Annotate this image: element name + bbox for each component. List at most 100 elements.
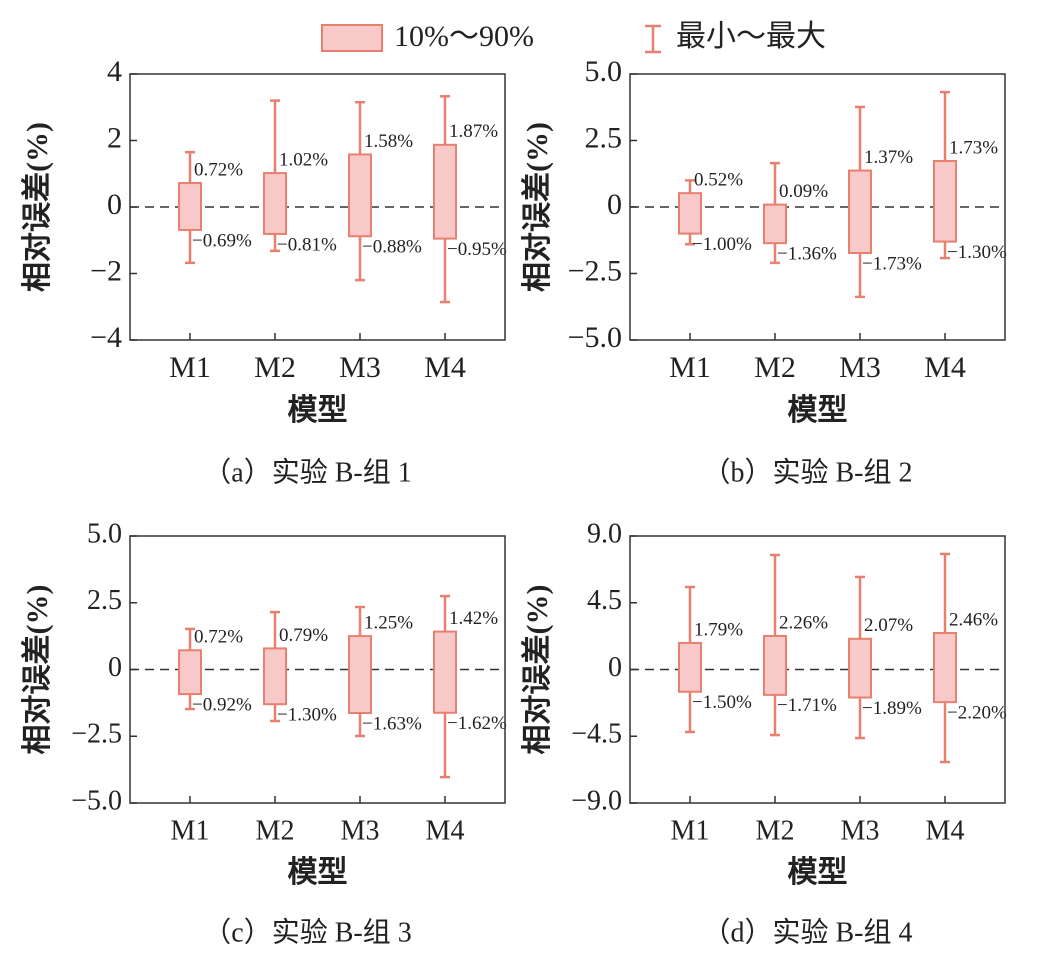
y-axis-label: 相对误差(%) [21, 585, 54, 755]
value-label-upper: 2.46% [949, 609, 998, 630]
value-label-lower: −0.81% [277, 234, 337, 255]
x-tick-label: M1 [169, 351, 211, 384]
y-tick-label: 0 [607, 188, 622, 221]
y-tick-label: 0 [108, 652, 122, 683]
box [263, 647, 287, 706]
y-tick-label: −2.5 [568, 254, 622, 287]
x-axis-label: 模型 [288, 394, 348, 427]
caption: （d）实验 B-组 4 [702, 916, 912, 948]
legend-whisker-icon [645, 24, 661, 54]
value-label-upper: 1.87% [449, 121, 498, 142]
y-axis-label: 相对误差(%) [521, 122, 554, 292]
value-label-upper: 0.52% [694, 170, 743, 191]
x-tick-label: M4 [424, 351, 466, 384]
y-tick-label: 2 [107, 121, 122, 154]
value-label-upper: 1.42% [449, 608, 498, 629]
box [178, 182, 202, 231]
x-tick-label: M4 [926, 815, 965, 846]
box [348, 153, 372, 238]
y-tick-label: 9.0 [587, 518, 622, 549]
value-label-upper: 1.73% [949, 137, 998, 158]
box [848, 637, 872, 699]
value-label-lower: −1.63% [362, 713, 422, 734]
y-tick-label: 0 [608, 652, 622, 683]
value-label-lower: −2.20% [947, 702, 1007, 723]
y-tick-label: 0 [107, 188, 122, 221]
box [263, 172, 287, 235]
caption: （c）实验 B-组 3 [203, 916, 411, 948]
value-label-lower: −1.89% [862, 698, 922, 719]
value-label-upper: 1.79% [694, 619, 743, 640]
plot-frame [629, 73, 1006, 341]
y-axis-label: 相对误差(%) [21, 122, 54, 292]
value-label-upper: 0.09% [779, 181, 828, 202]
caption: （a）实验 B-组 1 [203, 456, 411, 488]
box [678, 192, 702, 235]
x-axis-label: 模型 [288, 856, 348, 889]
x-tick-label: M1 [171, 815, 210, 846]
value-label-lower: −1.30% [947, 242, 1007, 263]
value-label-lower: −1.73% [862, 253, 922, 274]
box [348, 635, 372, 715]
x-axis-label: 模型 [788, 856, 848, 889]
x-tick-label: M1 [671, 815, 710, 846]
box [178, 649, 202, 696]
y-tick-label: −2.5 [71, 719, 122, 750]
y-tick-label: −9.0 [571, 785, 622, 816]
x-tick-label: M2 [756, 815, 795, 846]
value-label-lower: −1.30% [277, 705, 337, 726]
value-label-lower: −1.36% [777, 244, 837, 265]
box [763, 634, 787, 696]
y-tick-label: 5.0 [585, 55, 623, 88]
box [763, 203, 787, 245]
y-tick-label: 4 [107, 55, 122, 88]
value-label-upper: 1.37% [864, 147, 913, 168]
box [848, 169, 872, 255]
legend-whisker-label: 最小～最大 [676, 20, 826, 53]
caption: （b）实验 B-组 2 [702, 456, 912, 488]
box [678, 641, 702, 693]
value-label-upper: 0.79% [279, 625, 328, 646]
y-tick-label: −5.0 [71, 785, 122, 816]
value-label-upper: 1.25% [364, 612, 413, 633]
plot-frame [129, 535, 506, 804]
x-tick-label: M4 [426, 815, 465, 846]
value-label-upper: 0.72% [194, 627, 243, 648]
y-tick-label: −5.0 [568, 321, 622, 354]
y-tick-label: 2.5 [87, 585, 122, 616]
value-label-upper: 2.07% [864, 615, 913, 636]
value-label-lower: −1.62% [447, 713, 507, 734]
legend-box-label: 10%～90% [394, 20, 534, 53]
y-tick-label: −2 [90, 254, 122, 287]
x-tick-label: M3 [839, 351, 881, 384]
x-tick-label: M4 [924, 351, 966, 384]
legend-box-icon [321, 24, 383, 52]
plot-frame [629, 535, 1006, 804]
y-axis-label: 相对误差(%) [521, 585, 554, 755]
value-label-upper: 1.58% [364, 131, 413, 152]
value-label-lower: −0.69% [192, 230, 252, 251]
box [933, 159, 957, 243]
plot-frame [129, 73, 506, 341]
y-tick-label: 4.5 [587, 585, 622, 616]
box [933, 632, 957, 704]
x-tick-label: M2 [254, 351, 296, 384]
x-tick-label: M3 [341, 815, 380, 846]
x-tick-label: M3 [339, 351, 381, 384]
value-label-lower: −1.50% [692, 692, 752, 713]
value-label-upper: 2.26% [779, 612, 828, 633]
y-tick-label: −4.5 [571, 719, 622, 750]
box [433, 143, 457, 240]
x-tick-label: M2 [754, 351, 796, 384]
y-tick-label: 5.0 [87, 518, 122, 549]
x-tick-label: M2 [256, 815, 295, 846]
value-label-upper: 1.02% [279, 149, 328, 170]
x-tick-label: M3 [841, 815, 880, 846]
value-label-lower: −1.00% [692, 234, 752, 255]
value-label-upper: 0.72% [194, 159, 243, 180]
value-label-lower: −0.95% [447, 239, 507, 260]
value-label-lower: −0.92% [192, 694, 252, 715]
value-label-lower: −1.71% [777, 695, 837, 716]
x-tick-label: M1 [669, 351, 711, 384]
